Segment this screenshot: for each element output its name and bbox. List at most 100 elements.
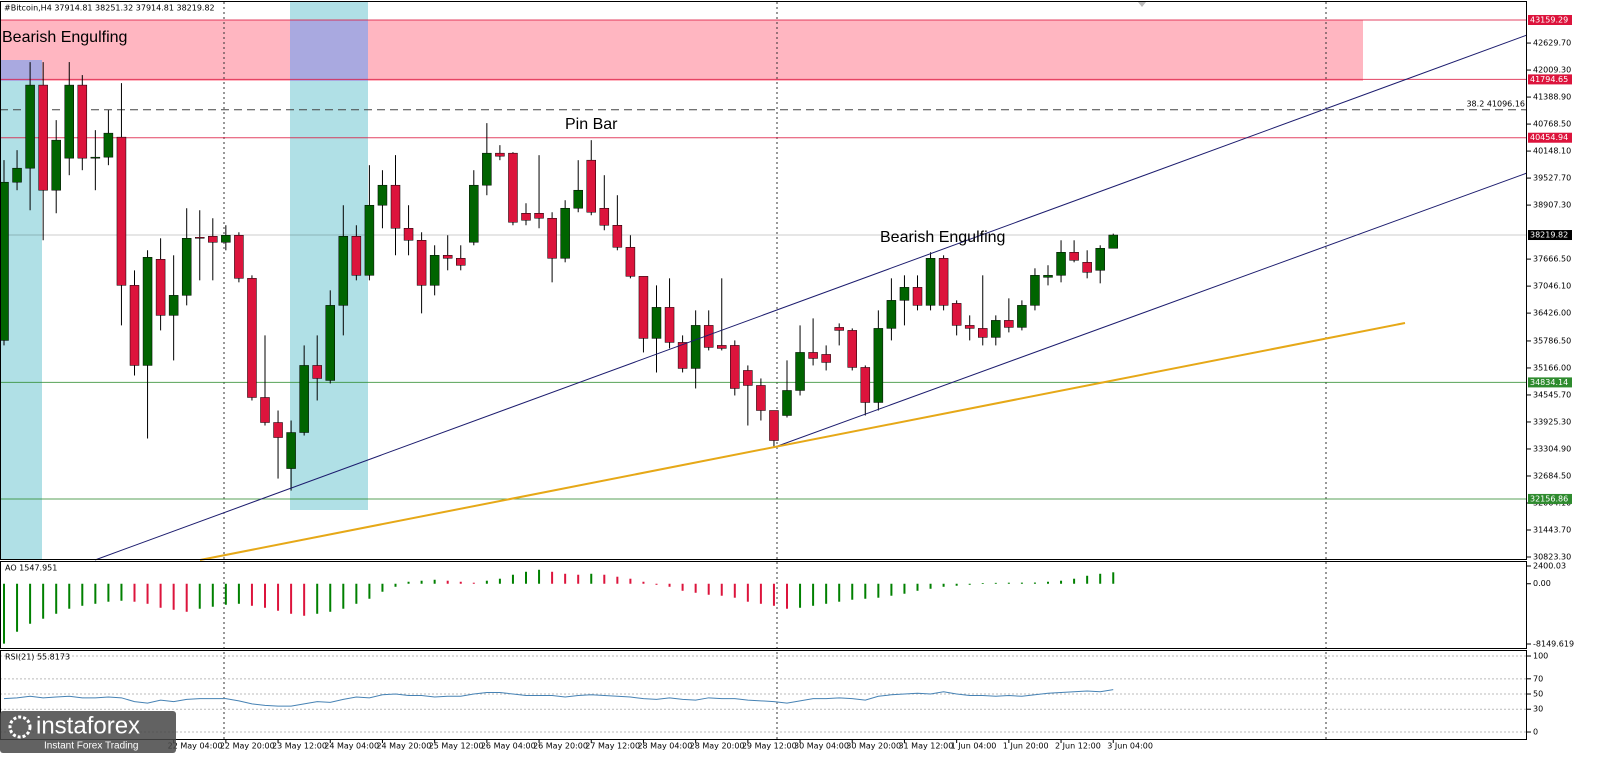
period-separators bbox=[223, 2, 1327, 740]
plot bbox=[0, 62, 1527, 733]
annotation: Bearish Engulfing bbox=[2, 29, 127, 46]
annotation: Pin Bar bbox=[565, 116, 618, 133]
y-tick-label: 41388.90 bbox=[1533, 93, 1571, 102]
x-tick-label: 26 May 04:00 bbox=[481, 742, 536, 751]
candle-body bbox=[938, 258, 949, 306]
candle-body bbox=[155, 259, 166, 316]
level-tag-label: 41794.65 bbox=[1530, 75, 1568, 84]
ao-bar bbox=[94, 583, 97, 604]
channel-lower bbox=[774, 172, 1527, 448]
ao-bar bbox=[903, 583, 906, 594]
y-tick-label: 30 bbox=[1533, 705, 1543, 714]
ao-bar bbox=[1020, 582, 1023, 584]
levels bbox=[0, 19, 1527, 500]
ao-bar bbox=[825, 583, 828, 604]
y-tick-label: 35786.50 bbox=[1533, 336, 1571, 345]
candle-body bbox=[964, 325, 975, 329]
x-tick-label: 22 May 04:00 bbox=[168, 742, 223, 751]
ao-bar bbox=[864, 583, 867, 599]
ao-bar bbox=[120, 583, 123, 601]
x-tick-label: 31 May 12:00 bbox=[898, 742, 953, 751]
candle-body bbox=[534, 212, 544, 219]
candle-body bbox=[25, 84, 35, 169]
ao-bar bbox=[746, 583, 749, 602]
scroll-marker bbox=[1138, 2, 1146, 7]
candle-body bbox=[234, 235, 244, 279]
ao-bar bbox=[303, 583, 306, 616]
candle-body bbox=[469, 184, 479, 243]
ao-bar bbox=[1033, 582, 1036, 584]
candle-body bbox=[886, 300, 897, 329]
candle-body bbox=[612, 225, 623, 248]
y-tick-label: 31443.70 bbox=[1533, 525, 1571, 534]
support-trendline bbox=[199, 322, 1406, 561]
frames bbox=[0, 1, 1527, 740]
ao-bar bbox=[942, 583, 945, 587]
logo-icon bbox=[8, 715, 32, 739]
level-tag-label: 43159.29 bbox=[1530, 15, 1568, 24]
panel-title: RSI(21) 55.8173 bbox=[5, 653, 70, 662]
ao-bar bbox=[107, 583, 110, 602]
x-tick-label: 30 May 04:00 bbox=[794, 742, 849, 751]
candle-body bbox=[1056, 252, 1066, 276]
logo-tagline: Instant Forex Trading bbox=[44, 741, 139, 752]
ao-bar bbox=[733, 583, 736, 598]
candle-body bbox=[912, 287, 923, 306]
ao-bar bbox=[577, 574, 580, 584]
ao-bar bbox=[551, 571, 554, 584]
ao-bar bbox=[472, 582, 475, 584]
candle-body bbox=[103, 132, 114, 158]
y-tick-label: 42009.30 bbox=[1533, 66, 1571, 75]
logo-brand: instaforex bbox=[36, 712, 140, 739]
zone-overlap bbox=[0, 60, 42, 81]
x-tick-label: 1 Jun 20:00 bbox=[1003, 742, 1049, 751]
x-tick-label: 23 May 12:00 bbox=[272, 742, 327, 751]
candle-body bbox=[456, 258, 466, 266]
ao-bar bbox=[851, 583, 854, 600]
ao-bar bbox=[407, 581, 410, 584]
ao-bar bbox=[3, 583, 5, 644]
ao-bar bbox=[1099, 573, 1102, 584]
level-tag bbox=[1528, 377, 1572, 388]
candle-body bbox=[951, 303, 962, 326]
ao-bar bbox=[55, 583, 58, 614]
rsi-line bbox=[3, 689, 1114, 707]
ao-bar bbox=[1060, 580, 1063, 584]
ao-bar bbox=[799, 583, 802, 608]
candle-body bbox=[743, 370, 753, 386]
ao-bar bbox=[968, 583, 971, 585]
candle-body bbox=[325, 305, 335, 381]
candle-body bbox=[690, 325, 701, 369]
ao-bar bbox=[459, 581, 462, 584]
x-tick-label: 27 May 12:00 bbox=[585, 742, 640, 751]
ao-bar bbox=[603, 574, 606, 584]
zones bbox=[0, 2, 1363, 560]
ao-bar bbox=[838, 583, 841, 602]
y-tick-label: 35166.00 bbox=[1533, 363, 1571, 372]
level-tag-label: 38219.82 bbox=[1530, 231, 1568, 240]
ao-bar bbox=[42, 583, 45, 619]
candle-body bbox=[351, 236, 362, 276]
candle-body bbox=[90, 156, 101, 159]
ao-bar bbox=[616, 576, 619, 584]
ao-bar bbox=[629, 578, 632, 584]
ao-bar bbox=[590, 573, 593, 584]
x-tick-label: 25 May 12:00 bbox=[429, 742, 484, 751]
candle-body bbox=[651, 307, 662, 339]
candle-body bbox=[482, 152, 492, 186]
candle-body bbox=[586, 159, 596, 213]
y-tick-label: 0 bbox=[1533, 728, 1538, 737]
ao-bar bbox=[890, 583, 893, 596]
ao-bar bbox=[694, 583, 697, 593]
ao-bar bbox=[133, 583, 136, 602]
y-tick-label: 40148.10 bbox=[1533, 147, 1571, 156]
ao-bar bbox=[981, 583, 984, 584]
ao-bar bbox=[381, 583, 384, 592]
ao-bar bbox=[681, 583, 684, 591]
ao-bar bbox=[485, 580, 488, 584]
ao-bar bbox=[916, 583, 919, 591]
header: #Bitcoin,H4 37914.81 38251.32 37914.81 3… bbox=[4, 4, 215, 13]
candle-body bbox=[377, 184, 388, 206]
x-tick-label: 3 Jun 04:00 bbox=[1107, 742, 1153, 751]
x-tick-label: 22 May 20:00 bbox=[220, 742, 275, 751]
